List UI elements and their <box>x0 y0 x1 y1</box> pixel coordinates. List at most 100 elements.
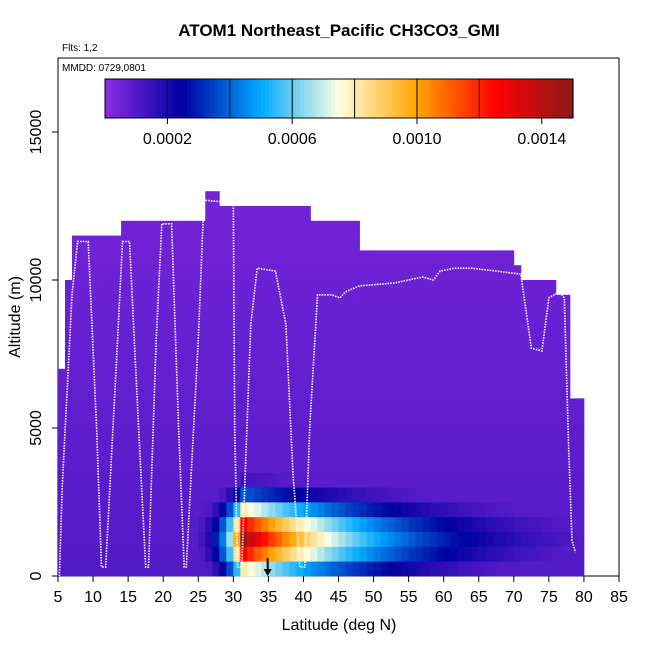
heatmap-cell <box>373 487 381 503</box>
heatmap-cell <box>380 472 388 488</box>
heatmap-cell <box>275 235 283 251</box>
heatmap-cell <box>387 324 395 340</box>
heatmap-cell <box>401 428 410 444</box>
heatmap-cell <box>366 472 374 488</box>
heatmap-cell <box>485 487 494 503</box>
heatmap-cell <box>317 368 325 384</box>
heatmap-cell <box>79 413 87 429</box>
heatmap-cell <box>436 516 445 532</box>
heatmap-cell <box>177 280 185 296</box>
heatmap-cell <box>275 206 283 222</box>
heatmap-cell <box>436 531 445 547</box>
heatmap-cell <box>254 220 262 236</box>
heatmap-cell <box>65 324 73 340</box>
heatmap-cell <box>436 561 445 577</box>
heatmap-cell <box>240 206 248 222</box>
heatmap-cell <box>366 250 374 266</box>
heatmap-cell <box>121 235 129 251</box>
heatmap-cell <box>415 354 424 370</box>
heatmap-cell <box>562 413 571 429</box>
heatmap-cell <box>408 294 417 310</box>
heatmap-cell <box>212 250 220 266</box>
heatmap-cell <box>289 339 297 355</box>
heatmap-cell <box>310 280 318 296</box>
heatmap-cell <box>450 398 459 414</box>
heatmap-cell <box>282 368 290 384</box>
heatmap-cell <box>457 309 466 325</box>
heatmap-cell <box>212 294 220 310</box>
heatmap-cell <box>142 265 150 281</box>
heatmap-cell <box>513 442 522 458</box>
heatmap-cell <box>142 531 150 547</box>
heatmap-cell <box>240 235 248 251</box>
heatmap-cell <box>58 428 66 444</box>
heatmap-cell <box>422 531 431 547</box>
heatmap-cell <box>478 502 487 518</box>
heatmap-cell <box>478 442 487 458</box>
heatmap-cell <box>114 294 122 310</box>
heatmap-cell <box>317 339 325 355</box>
heatmap-cell <box>275 487 283 503</box>
heatmap-cell <box>506 561 515 577</box>
heatmap-cell <box>492 561 501 577</box>
colorbar-segment <box>385 79 391 118</box>
heatmap-cell <box>233 502 241 518</box>
heatmap-cell <box>107 265 115 281</box>
heatmap-cell <box>177 502 185 518</box>
heatmap-cell <box>338 457 346 473</box>
heatmap-cell <box>450 502 459 518</box>
heatmap-cell <box>429 250 438 266</box>
heatmap-cell <box>114 383 122 399</box>
heatmap-cell <box>198 220 206 236</box>
colorbar-segment <box>432 79 438 118</box>
heatmap-cell <box>450 294 459 310</box>
heatmap-cell <box>534 442 543 458</box>
heatmap-cell <box>422 398 431 414</box>
heatmap-cell <box>352 324 360 340</box>
heatmap-cell <box>345 235 353 251</box>
heatmap-cell <box>317 235 325 251</box>
heatmap-cell <box>163 531 171 547</box>
heatmap-cell <box>527 324 536 340</box>
colorbar-segment <box>346 79 352 118</box>
heatmap-cell <box>443 324 452 340</box>
heatmap-cell <box>149 546 157 562</box>
heatmap-cell <box>548 354 557 370</box>
heatmap-cell <box>513 413 522 429</box>
heatmap-cell <box>156 324 164 340</box>
heatmap-cell <box>527 546 536 562</box>
heatmap-cell <box>254 487 262 503</box>
heatmap-cell <box>107 339 115 355</box>
heatmap-cell <box>282 413 290 429</box>
heatmap-cell <box>184 502 192 518</box>
heatmap-cell <box>135 531 143 547</box>
heatmap-cell <box>387 546 395 562</box>
heatmap-cell <box>541 413 550 429</box>
heatmap-cell <box>338 280 346 296</box>
heatmap-cell <box>114 546 122 562</box>
heatmap-cell <box>198 339 206 355</box>
heatmap-cell <box>128 339 136 355</box>
heatmap-cell <box>464 354 473 370</box>
heatmap-cell <box>289 531 297 547</box>
heatmap-cell <box>513 546 522 562</box>
heatmap-cell <box>219 324 227 340</box>
heatmap-cell <box>156 561 164 577</box>
heatmap-cell <box>233 339 241 355</box>
heatmap-cell <box>268 546 276 562</box>
heatmap-cell <box>79 442 87 458</box>
heatmap-cell <box>415 516 424 532</box>
colorbar-segment <box>569 79 574 118</box>
heatmap-cell <box>261 428 269 444</box>
heatmap-cell <box>191 442 199 458</box>
heatmap-cell <box>394 250 403 266</box>
colorbar-tick-label: 0.0014 <box>517 131 566 148</box>
heatmap-cell <box>121 309 129 325</box>
heatmap-cell <box>212 487 220 503</box>
heatmap-cell <box>359 324 367 340</box>
heatmap-cell <box>443 442 452 458</box>
heatmap-cell <box>338 235 346 251</box>
heatmap-field <box>58 191 585 577</box>
heatmap-cell <box>184 457 192 473</box>
heatmap-cell <box>114 561 122 577</box>
